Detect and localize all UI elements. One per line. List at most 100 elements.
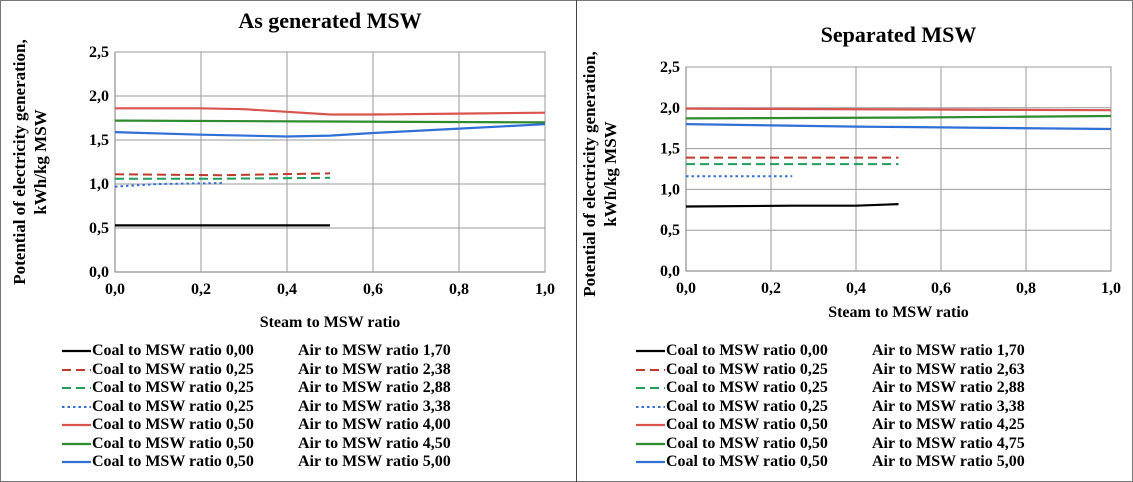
legend-coal-label: Coal to MSW ratio 0,50 xyxy=(92,453,254,471)
y-tick-label: 2,0 xyxy=(660,100,680,117)
legend-swatch xyxy=(62,442,91,445)
x-tick-label: 1,0 xyxy=(1101,280,1121,297)
y-tick-label: 2,5 xyxy=(89,44,109,61)
x-tick-label: 0,0 xyxy=(676,280,696,297)
legend-swatch xyxy=(636,387,665,390)
series-line-1 xyxy=(685,203,899,208)
figure-border-left xyxy=(0,0,1,482)
legend-coal-label: Coal to MSW ratio 0,25 xyxy=(92,360,254,378)
x-tick-label: 0,8 xyxy=(449,281,469,298)
legend-air-label: Air to MSW ratio 5,00 xyxy=(298,453,451,471)
series-line-5 xyxy=(115,107,546,116)
legend-entry: Coal to MSW ratio 0,50 Air to MSW ratio 4… xyxy=(634,416,1025,435)
legend-air-label: Air to MSW ratio 3,38 xyxy=(872,397,1025,415)
legend-swatch xyxy=(62,461,91,464)
legend-entry: Coal to MSW ratio 0,00 Air to MSW ratio 1… xyxy=(634,342,1025,361)
plot-frame xyxy=(114,51,546,273)
legend-swatch xyxy=(62,405,91,408)
legend-air-label: Air to MSW ratio 4,75 xyxy=(872,434,1025,452)
legend-entry: Coal to MSW ratio 0,25 Air to MSW ratio 2… xyxy=(634,361,1025,380)
legend-air-label: Air to MSW ratio 2,38 xyxy=(298,360,451,378)
y-tick-label: 2,5 xyxy=(660,59,680,76)
legend-air-label: Air to MSW ratio 4,00 xyxy=(298,416,451,434)
legend-air-label: Air to MSW ratio 1,70 xyxy=(298,342,451,360)
legend-entry: Coal to MSW ratio 0,25 Air to MSW ratio 2… xyxy=(634,379,1025,398)
x-tick-label: 1,0 xyxy=(535,281,555,298)
legend-swatch xyxy=(62,368,91,371)
y-tick-label: 0,0 xyxy=(660,263,680,280)
legend-entry: Coal to MSW ratio 0,50 Air to MSW ratio 4… xyxy=(634,435,1025,454)
legend-entry: Coal to MSW ratio 0,25 Air to MSW ratio 2… xyxy=(60,379,451,398)
legend: Coal to MSW ratio 0,00 Air to MSW ratio 1… xyxy=(634,342,1025,472)
y-tick-label: 1,0 xyxy=(660,181,680,198)
x-axis-label: Steam to MSW ratio xyxy=(259,314,401,331)
legend-swatch xyxy=(62,424,91,427)
panel-divider xyxy=(576,0,577,482)
legend-air-label: Air to MSW ratio 5,00 xyxy=(872,453,1025,471)
series-line-7 xyxy=(685,123,1112,131)
legend-air-label: Air to MSW ratio 2,88 xyxy=(872,379,1025,397)
legend-swatch xyxy=(636,350,665,353)
series-line-7 xyxy=(114,123,546,138)
legend-swatch xyxy=(62,350,91,353)
y-tick-label: 0,5 xyxy=(660,222,680,239)
plot-area: 0,0 0,5 1,0 1,5 2,0 2,5 0,0 0,2 0,4 0,6 0,8 1,0 xyxy=(89,44,555,298)
legend-entry: Coal to MSW ratio 0,50 Air to MSW ratio 5… xyxy=(60,453,451,472)
y-axis-label: Potential of electricity generation, kWh… xyxy=(580,51,620,297)
x-tick-label: 0,8 xyxy=(1016,280,1036,297)
x-tick-label: 0,4 xyxy=(846,280,866,297)
legend-air-label: Air to MSW ratio 2,63 xyxy=(872,360,1025,378)
x-tick-label: 0,2 xyxy=(761,280,781,297)
legend-entry: Coal to MSW ratio 0,50 Air to MSW ratio 4… xyxy=(60,416,451,435)
x-tick-label: 0,6 xyxy=(931,280,951,297)
y-tick-label: 0,0 xyxy=(89,264,109,281)
legend-coal-label: Coal to MSW ratio 0,50 xyxy=(666,434,828,452)
legend-swatch xyxy=(636,424,665,427)
legend-coal-label: Coal to MSW ratio 0,25 xyxy=(666,379,828,397)
plot-frame xyxy=(685,66,1112,272)
figure-border-top xyxy=(0,0,1133,1)
legend-air-label: Air to MSW ratio 3,38 xyxy=(298,397,451,415)
x-tick-label: 0,4 xyxy=(277,281,297,298)
chart-panel-separated: Separated MSW Potential of electricity g… xyxy=(577,0,1133,482)
y-tick-label: 0,5 xyxy=(89,220,109,237)
y-axis-label: Potential of electricity generation, kWh… xyxy=(10,39,50,285)
legend-entry: Coal to MSW ratio 0,50 Air to MSW ratio 5… xyxy=(634,453,1025,472)
legend-air-label: Air to MSW ratio 4,25 xyxy=(872,416,1025,434)
x-tick-label: 0,2 xyxy=(191,281,211,298)
legend-entry: Coal to MSW ratio 0,00 Air to MSW ratio 1… xyxy=(60,342,451,361)
legend-air-label: Air to MSW ratio 2,88 xyxy=(298,379,451,397)
legend-coal-label: Coal to MSW ratio 0,25 xyxy=(92,397,254,415)
legend-swatch xyxy=(62,387,91,390)
y-tick-label: 1,5 xyxy=(660,141,680,158)
series-line-6 xyxy=(685,114,1112,120)
legend: Coal to MSW ratio 0,00 Air to MSW ratio 1… xyxy=(60,342,451,472)
chart-title: As generated MSW xyxy=(238,8,422,33)
legend-swatch xyxy=(636,461,665,464)
legend-entry: Coal to MSW ratio 0,25 Air to MSW ratio 2… xyxy=(60,361,451,380)
legend-coal-label: Coal to MSW ratio 0,50 xyxy=(666,453,828,471)
legend-air-label: Air to MSW ratio 4,50 xyxy=(298,434,451,452)
legend-entry: Coal to MSW ratio 0,50 Air to MSW ratio 4… xyxy=(60,435,451,454)
series-line-2 xyxy=(114,172,331,177)
series-line-5 xyxy=(685,107,1112,112)
x-tick-label: 0,0 xyxy=(105,281,125,298)
series-line-6 xyxy=(114,119,546,124)
legend-coal-label: Coal to MSW ratio 0,00 xyxy=(666,342,828,360)
legend-coal-label: Coal to MSW ratio 0,50 xyxy=(92,416,254,434)
chart-title: Separated MSW xyxy=(820,22,977,47)
legend-coal-label: Coal to MSW ratio 0,25 xyxy=(92,379,254,397)
legend-coal-label: Coal to MSW ratio 0,25 xyxy=(666,360,828,378)
legend-swatch xyxy=(636,442,665,445)
x-tick-label: 0,6 xyxy=(363,281,383,298)
legend-coal-label: Coal to MSW ratio 0,50 xyxy=(666,416,828,434)
legend-swatch xyxy=(636,405,665,408)
chart-panel-as-generated: As generated MSW Potential of electricit… xyxy=(10,8,555,472)
legend-coal-label: Coal to MSW ratio 0,50 xyxy=(92,434,254,452)
legend-coal-label: Coal to MSW ratio 0,25 xyxy=(666,397,828,415)
y-tick-label: 2,0 xyxy=(89,88,109,105)
legend-entry: Coal to MSW ratio 0,25 Air to MSW ratio 3… xyxy=(634,398,1025,417)
y-tick-label: 1,0 xyxy=(89,176,109,193)
legend-coal-label: Coal to MSW ratio 0,00 xyxy=(92,342,254,360)
